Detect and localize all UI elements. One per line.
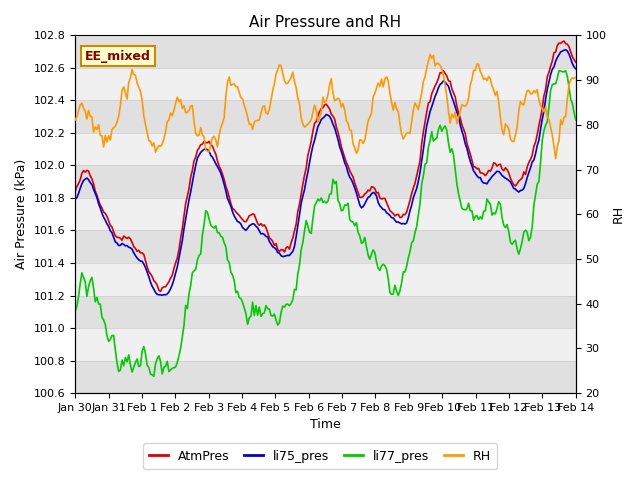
Legend: AtmPres, li75_pres, li77_pres, RH: AtmPres, li75_pres, li77_pres, RH	[143, 444, 497, 469]
li77_pres	[572, 117, 580, 123]
RH	[378, 76, 385, 82]
li75_pres	[495, 168, 502, 174]
AtmPres	[495, 162, 502, 168]
Bar	[75, 36, 576, 68]
AtmPres	[527, 156, 534, 162]
RH	[572, 74, 580, 80]
li75_pres	[369, 190, 377, 195]
AtmPres	[371, 186, 379, 192]
AtmPres	[560, 38, 568, 44]
RH	[73, 114, 81, 120]
li77_pres	[562, 68, 570, 73]
RH	[369, 94, 377, 100]
RH	[367, 110, 375, 116]
Bar	[75, 230, 576, 263]
Title: Air Pressure and RH: Air Pressure and RH	[250, 15, 401, 30]
AtmPres	[572, 60, 580, 65]
Bar	[75, 166, 576, 198]
RH	[527, 91, 534, 96]
li75_pres	[158, 292, 166, 298]
Line: AtmPres: AtmPres	[75, 41, 576, 291]
Line: li75_pres: li75_pres	[75, 50, 576, 295]
Bar	[75, 296, 576, 328]
li75_pres	[380, 206, 387, 212]
li77_pres	[495, 199, 502, 204]
li75_pres	[527, 165, 534, 170]
Y-axis label: Air Pressure (kPa): Air Pressure (kPa)	[15, 159, 28, 269]
li77_pres	[71, 309, 79, 314]
li77_pres	[371, 250, 379, 255]
AtmPres	[380, 195, 387, 201]
X-axis label: Time: Time	[310, 419, 341, 432]
AtmPres	[369, 184, 377, 190]
AtmPres	[71, 189, 79, 194]
li77_pres	[369, 247, 377, 253]
Bar	[75, 100, 576, 133]
Line: RH: RH	[75, 54, 576, 158]
Line: li77_pres: li77_pres	[75, 71, 576, 376]
Text: EE_mixed: EE_mixed	[85, 49, 151, 63]
li75_pres	[562, 47, 570, 53]
li77_pres	[73, 303, 81, 309]
RH	[426, 51, 434, 57]
RH	[71, 117, 79, 123]
li77_pres	[527, 235, 534, 240]
li77_pres	[150, 373, 157, 379]
Y-axis label: RH: RH	[612, 205, 625, 223]
li75_pres	[73, 195, 81, 201]
Bar	[75, 360, 576, 393]
li75_pres	[71, 196, 79, 202]
li77_pres	[380, 261, 387, 267]
RH	[495, 100, 502, 106]
li75_pres	[572, 66, 580, 72]
AtmPres	[73, 184, 81, 190]
AtmPres	[157, 288, 164, 294]
RH	[552, 156, 559, 161]
li75_pres	[371, 191, 379, 196]
